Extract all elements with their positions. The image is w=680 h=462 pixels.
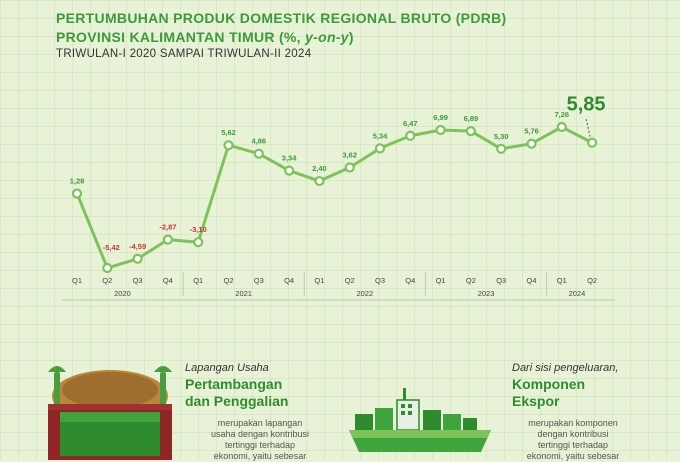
chart-title-line2: PROVINSI KALIMANTAN TIMUR (%, y-on-y) bbox=[56, 29, 354, 45]
data-label: -4,59 bbox=[129, 242, 146, 251]
data-label: 6,47 bbox=[403, 119, 418, 128]
right-title-line1: Komponen bbox=[512, 376, 586, 392]
data-label: 3,62 bbox=[342, 150, 357, 159]
bottom-section: Lapangan Usaha Pertambangan dan Penggali… bbox=[0, 340, 680, 462]
title-line2-main: PROVINSI KALIMANTAN TIMUR (%, bbox=[56, 29, 306, 45]
quarter-tick-label: Q2 bbox=[345, 276, 355, 285]
quarter-tick-label: Q2 bbox=[587, 276, 597, 285]
quarter-tick-label: Q3 bbox=[133, 276, 143, 285]
quarter-tick-label: Q1 bbox=[557, 276, 567, 285]
data-point bbox=[405, 130, 416, 141]
right-title-line2: Ekspor bbox=[512, 393, 560, 409]
left-title-line2: dan Penggalian bbox=[185, 393, 289, 409]
quarter-tick-label: Q3 bbox=[254, 276, 264, 285]
left-desc-line1: merupakan lapangan bbox=[217, 418, 303, 428]
data-point bbox=[132, 253, 143, 264]
data-point bbox=[435, 124, 446, 136]
data-point bbox=[71, 188, 83, 199]
left-desc-line2: usaha dengan kontribusi bbox=[210, 429, 310, 439]
data-point bbox=[586, 137, 598, 148]
data-point bbox=[223, 140, 234, 151]
quarter-tick-label: Q2 bbox=[466, 276, 476, 285]
quarter-tick-label: Q4 bbox=[163, 276, 173, 285]
data-point bbox=[102, 262, 113, 274]
data-label-highlight: 5,85 bbox=[567, 94, 606, 116]
right-desc-line2: dengan kontribusi bbox=[537, 429, 609, 439]
data-label: 5,76 bbox=[524, 127, 539, 136]
quarter-tick-label: Q4 bbox=[284, 276, 294, 285]
right-description: merupakan komponen dengan kontribusi ter… bbox=[508, 418, 638, 462]
data-label: 4,86 bbox=[251, 137, 266, 146]
data-label: 5,34 bbox=[373, 131, 388, 140]
quarter-tick-label: Q4 bbox=[405, 276, 415, 285]
quarter-tick-label: Q3 bbox=[375, 276, 385, 285]
right-desc-line3: tertinggi terhadap bbox=[537, 440, 609, 450]
data-label: 6,89 bbox=[464, 114, 479, 123]
data-point bbox=[374, 143, 386, 154]
data-point bbox=[253, 148, 264, 159]
year-label: 2020 bbox=[114, 289, 131, 298]
data-label: 5,30 bbox=[494, 132, 509, 141]
left-desc-line3: tertinggi terhadap bbox=[224, 440, 296, 450]
left-description: merupakan lapangan usaha dengan kontribu… bbox=[190, 418, 330, 462]
chart-title-line1: PERTUMBUHAN PRODUK DOMESTIK REGIONAL BRU… bbox=[56, 10, 507, 26]
quarter-tick-label: Q1 bbox=[72, 276, 82, 285]
quarter-tick-label: Q1 bbox=[436, 276, 446, 285]
quarter-tick-label: Q3 bbox=[496, 276, 506, 285]
data-point bbox=[314, 175, 325, 187]
quarter-tick-label: Q2 bbox=[223, 276, 233, 285]
right-desc-line4: ekonomi, yaitu sebesar bbox=[526, 451, 620, 461]
data-point bbox=[162, 234, 173, 245]
title-line2-end: ) bbox=[348, 29, 354, 45]
right-desc-line1: merupakan komponen bbox=[528, 418, 618, 428]
data-point bbox=[496, 143, 507, 154]
data-label: 3,34 bbox=[282, 154, 297, 163]
right-label: Dari sisi pengeluaran, bbox=[512, 362, 619, 374]
data-label: 1,28 bbox=[70, 176, 85, 185]
year-label: 2023 bbox=[478, 289, 495, 298]
data-label: 2,40 bbox=[312, 164, 327, 173]
mining-cart-illustration bbox=[48, 366, 172, 460]
data-point bbox=[193, 237, 204, 248]
data-label: -5,42 bbox=[103, 243, 120, 252]
left-title-line1: Pertambangan bbox=[185, 376, 283, 392]
data-label: -3,10 bbox=[190, 225, 207, 234]
quarter-tick-label: Q1 bbox=[193, 276, 203, 285]
year-label: 2024 bbox=[569, 289, 586, 298]
data-point bbox=[465, 126, 476, 137]
data-point bbox=[526, 138, 537, 149]
data-point bbox=[344, 162, 355, 173]
cargo-ship-illustration bbox=[349, 388, 491, 452]
chart-subtitle: TRIWULAN-I 2020 SAMPAI TRIWULAN-II 2024 bbox=[56, 48, 312, 60]
left-label: Lapangan Usaha bbox=[185, 362, 269, 374]
data-label: 5,62 bbox=[221, 128, 236, 137]
year-label: 2022 bbox=[357, 289, 374, 298]
series-line bbox=[75, 125, 593, 270]
quarter-tick-label: Q2 bbox=[102, 276, 112, 285]
data-point bbox=[284, 165, 295, 176]
title-line2-italic: y-on-y bbox=[305, 29, 349, 45]
pdrb-line-chart: 1,28 Q1 -5,42 Q2 -4,59 Q3 -2,87 Q4 -3,10 Q1 5,62 Q2… bbox=[62, 94, 615, 301]
data-point bbox=[556, 121, 567, 133]
highlight-leader bbox=[585, 118, 591, 137]
quarter-tick-label: Q1 bbox=[314, 276, 324, 285]
year-label: 2021 bbox=[235, 289, 252, 298]
data-label: 7,26 bbox=[554, 110, 569, 119]
left-desc-line4: ekonomi, yaitu sebesar bbox=[213, 451, 307, 461]
quarter-tick-label: Q4 bbox=[526, 276, 536, 285]
data-label: -2,87 bbox=[159, 223, 176, 232]
data-label: 6,99 bbox=[433, 113, 448, 122]
